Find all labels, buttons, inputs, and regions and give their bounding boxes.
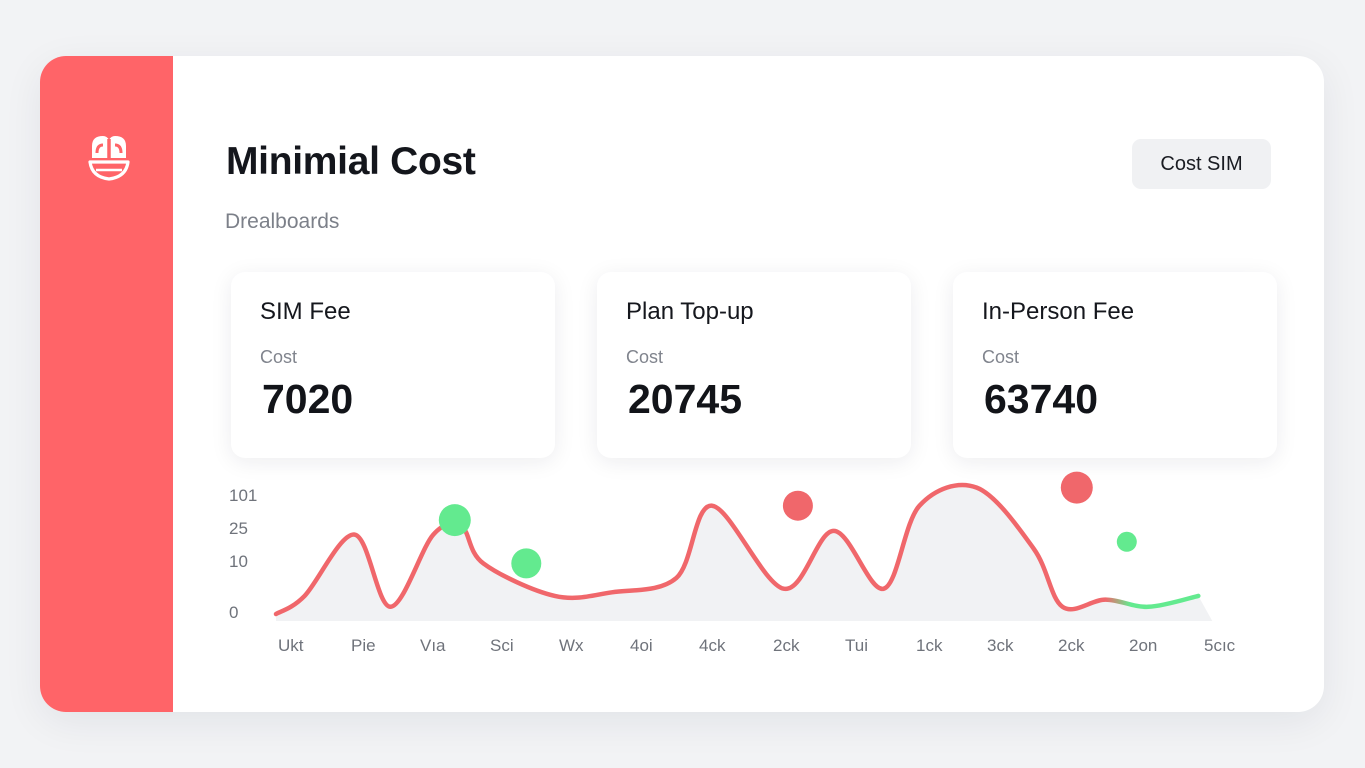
stat-label: Cost — [982, 347, 1020, 367]
x-tick-label: Wx — [559, 636, 584, 655]
x-tick-label: Ukt — [278, 636, 304, 655]
x-tick-label: 3ck — [987, 636, 1014, 655]
stat-label: Cost — [626, 347, 664, 367]
chart-area-fill — [276, 485, 1213, 621]
dashboard-card: Minimial Cost Drealboards Cost SIM SIM F… — [40, 56, 1324, 712]
x-tick-label: Tui — [845, 636, 868, 655]
x-tick-label: 1ck — [916, 636, 943, 655]
y-tick-label: 0 — [229, 603, 238, 622]
chart-series-line — [273, 482, 1201, 617]
x-tick-label: 2ck — [1058, 636, 1085, 655]
chart-point-3 — [782, 490, 813, 521]
stat-title: SIM Fee — [260, 298, 351, 325]
stat-card-in-person-fee[interactable]: In-Person Fee Cost 63740 — [953, 272, 1277, 458]
stat-card-sim-fee[interactable]: SIM Fee Cost 7020 — [231, 272, 555, 458]
x-tick-label: Vıa — [420, 636, 446, 655]
chart-point-5 — [1116, 531, 1137, 552]
stat-title: In-Person Fee — [982, 298, 1135, 325]
x-tick-label: 2ck — [773, 636, 800, 655]
stat-value: 20745 — [628, 376, 743, 422]
sidebar — [40, 56, 173, 712]
x-tick-label: 4oi — [630, 636, 653, 655]
x-tick-label: 2on — [1129, 636, 1157, 655]
chart-point-4 — [1060, 471, 1093, 504]
x-tick-label: Sci — [490, 636, 514, 655]
x-tick-label: 4ck — [699, 636, 726, 655]
cost-sim-button[interactable]: Cost SIM — [1132, 139, 1271, 189]
stat-value: 7020 — [262, 376, 354, 422]
page-subtitle: Drealboards — [225, 210, 340, 233]
brain-globe-icon[interactable] — [84, 132, 134, 182]
chart-point-2 — [511, 548, 542, 579]
chart-point-1 — [438, 504, 471, 537]
y-tick-label: 101 — [229, 486, 257, 505]
stat-value: 63740 — [984, 376, 1099, 422]
x-tick-label: 5cıc — [1204, 636, 1236, 655]
stat-card-plan-top-up[interactable]: Plan Top-up Cost 20745 — [597, 272, 911, 458]
y-tick-label: 25 — [229, 519, 248, 538]
x-tick-label: Pie — [351, 636, 376, 655]
stat-label: Cost — [260, 347, 298, 367]
y-tick-label: 10 — [229, 552, 248, 571]
stat-title: Plan Top-up — [626, 298, 754, 325]
page-title: Minimial Cost — [226, 140, 476, 183]
